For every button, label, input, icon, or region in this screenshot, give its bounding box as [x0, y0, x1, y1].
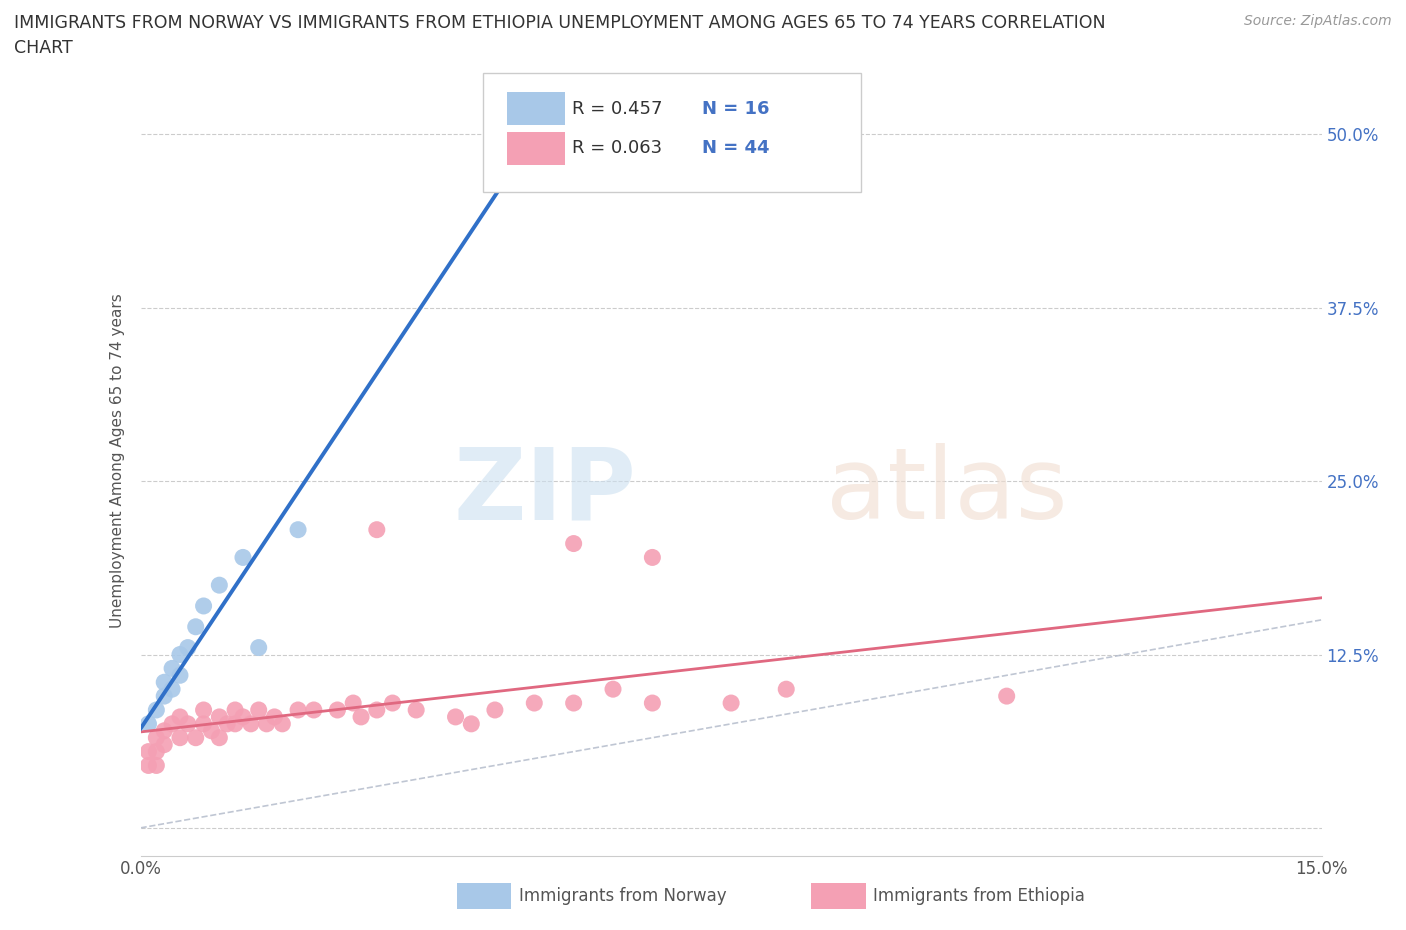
Point: [138, 758, 160, 773]
Text: IMMIGRANTS FROM NORWAY VS IMMIGRANTS FROM ETHIOPIA UNEMPLOYMENT AMONG AGES 65 TO: IMMIGRANTS FROM NORWAY VS IMMIGRANTS FRO…: [14, 14, 1105, 32]
Point: [145, 702, 167, 717]
Point: [263, 710, 285, 724]
Text: Immigrants from Norway: Immigrants from Norway: [519, 887, 725, 905]
Text: Immigrants from Ethiopia: Immigrants from Ethiopia: [873, 887, 1084, 905]
FancyBboxPatch shape: [484, 73, 860, 192]
FancyBboxPatch shape: [811, 884, 866, 909]
Point: [160, 716, 183, 731]
Point: [995, 689, 1018, 704]
Point: [184, 730, 207, 745]
Point: [224, 716, 246, 731]
Point: [232, 550, 254, 565]
Point: [145, 758, 167, 773]
Text: R = 0.457: R = 0.457: [572, 100, 662, 117]
Text: N = 16: N = 16: [702, 100, 769, 117]
Point: [169, 710, 191, 724]
Point: [326, 702, 349, 717]
Point: [247, 702, 270, 717]
Point: [562, 536, 585, 551]
Point: [271, 716, 294, 731]
Point: [460, 716, 482, 731]
Point: [193, 702, 215, 717]
Text: ZIP: ZIP: [454, 444, 637, 540]
Point: [523, 696, 546, 711]
Point: [444, 710, 467, 724]
Text: atlas: atlas: [825, 444, 1067, 540]
FancyBboxPatch shape: [506, 92, 565, 126]
Point: [247, 640, 270, 655]
FancyBboxPatch shape: [457, 884, 512, 909]
Point: [153, 724, 176, 738]
Point: [775, 682, 797, 697]
Point: [381, 696, 404, 711]
Point: [302, 702, 325, 717]
Point: [720, 696, 742, 711]
Point: [602, 682, 624, 697]
Point: [342, 696, 364, 711]
Point: [256, 716, 278, 731]
Point: [177, 716, 200, 731]
Point: [160, 682, 183, 697]
Point: [193, 599, 215, 614]
Point: [169, 730, 191, 745]
Point: [169, 647, 191, 662]
Point: [641, 696, 664, 711]
Point: [366, 523, 388, 538]
Point: [193, 716, 215, 731]
Point: [184, 619, 207, 634]
Point: [177, 640, 200, 655]
Point: [508, 127, 530, 142]
Point: [153, 689, 176, 704]
Point: [145, 744, 167, 759]
Point: [208, 730, 231, 745]
Point: [138, 716, 160, 731]
Point: [153, 675, 176, 690]
Text: CHART: CHART: [14, 39, 73, 57]
Point: [287, 702, 309, 717]
Point: [153, 737, 176, 752]
Point: [138, 744, 160, 759]
Point: [169, 668, 191, 683]
Text: R = 0.063: R = 0.063: [572, 140, 662, 157]
Point: [224, 702, 246, 717]
Point: [217, 716, 239, 731]
Point: [350, 710, 373, 724]
Point: [232, 710, 254, 724]
FancyBboxPatch shape: [506, 131, 565, 165]
Text: Source: ZipAtlas.com: Source: ZipAtlas.com: [1244, 14, 1392, 28]
Y-axis label: Unemployment Among Ages 65 to 74 years: Unemployment Among Ages 65 to 74 years: [110, 293, 125, 628]
Point: [239, 716, 262, 731]
Point: [200, 724, 222, 738]
Point: [405, 702, 427, 717]
Point: [208, 710, 231, 724]
Point: [562, 696, 585, 711]
Point: [484, 702, 506, 717]
Point: [366, 702, 388, 717]
Point: [287, 523, 309, 538]
Text: N = 44: N = 44: [702, 140, 769, 157]
Point: [160, 661, 183, 676]
Point: [641, 550, 664, 565]
Point: [145, 730, 167, 745]
Point: [208, 578, 231, 592]
